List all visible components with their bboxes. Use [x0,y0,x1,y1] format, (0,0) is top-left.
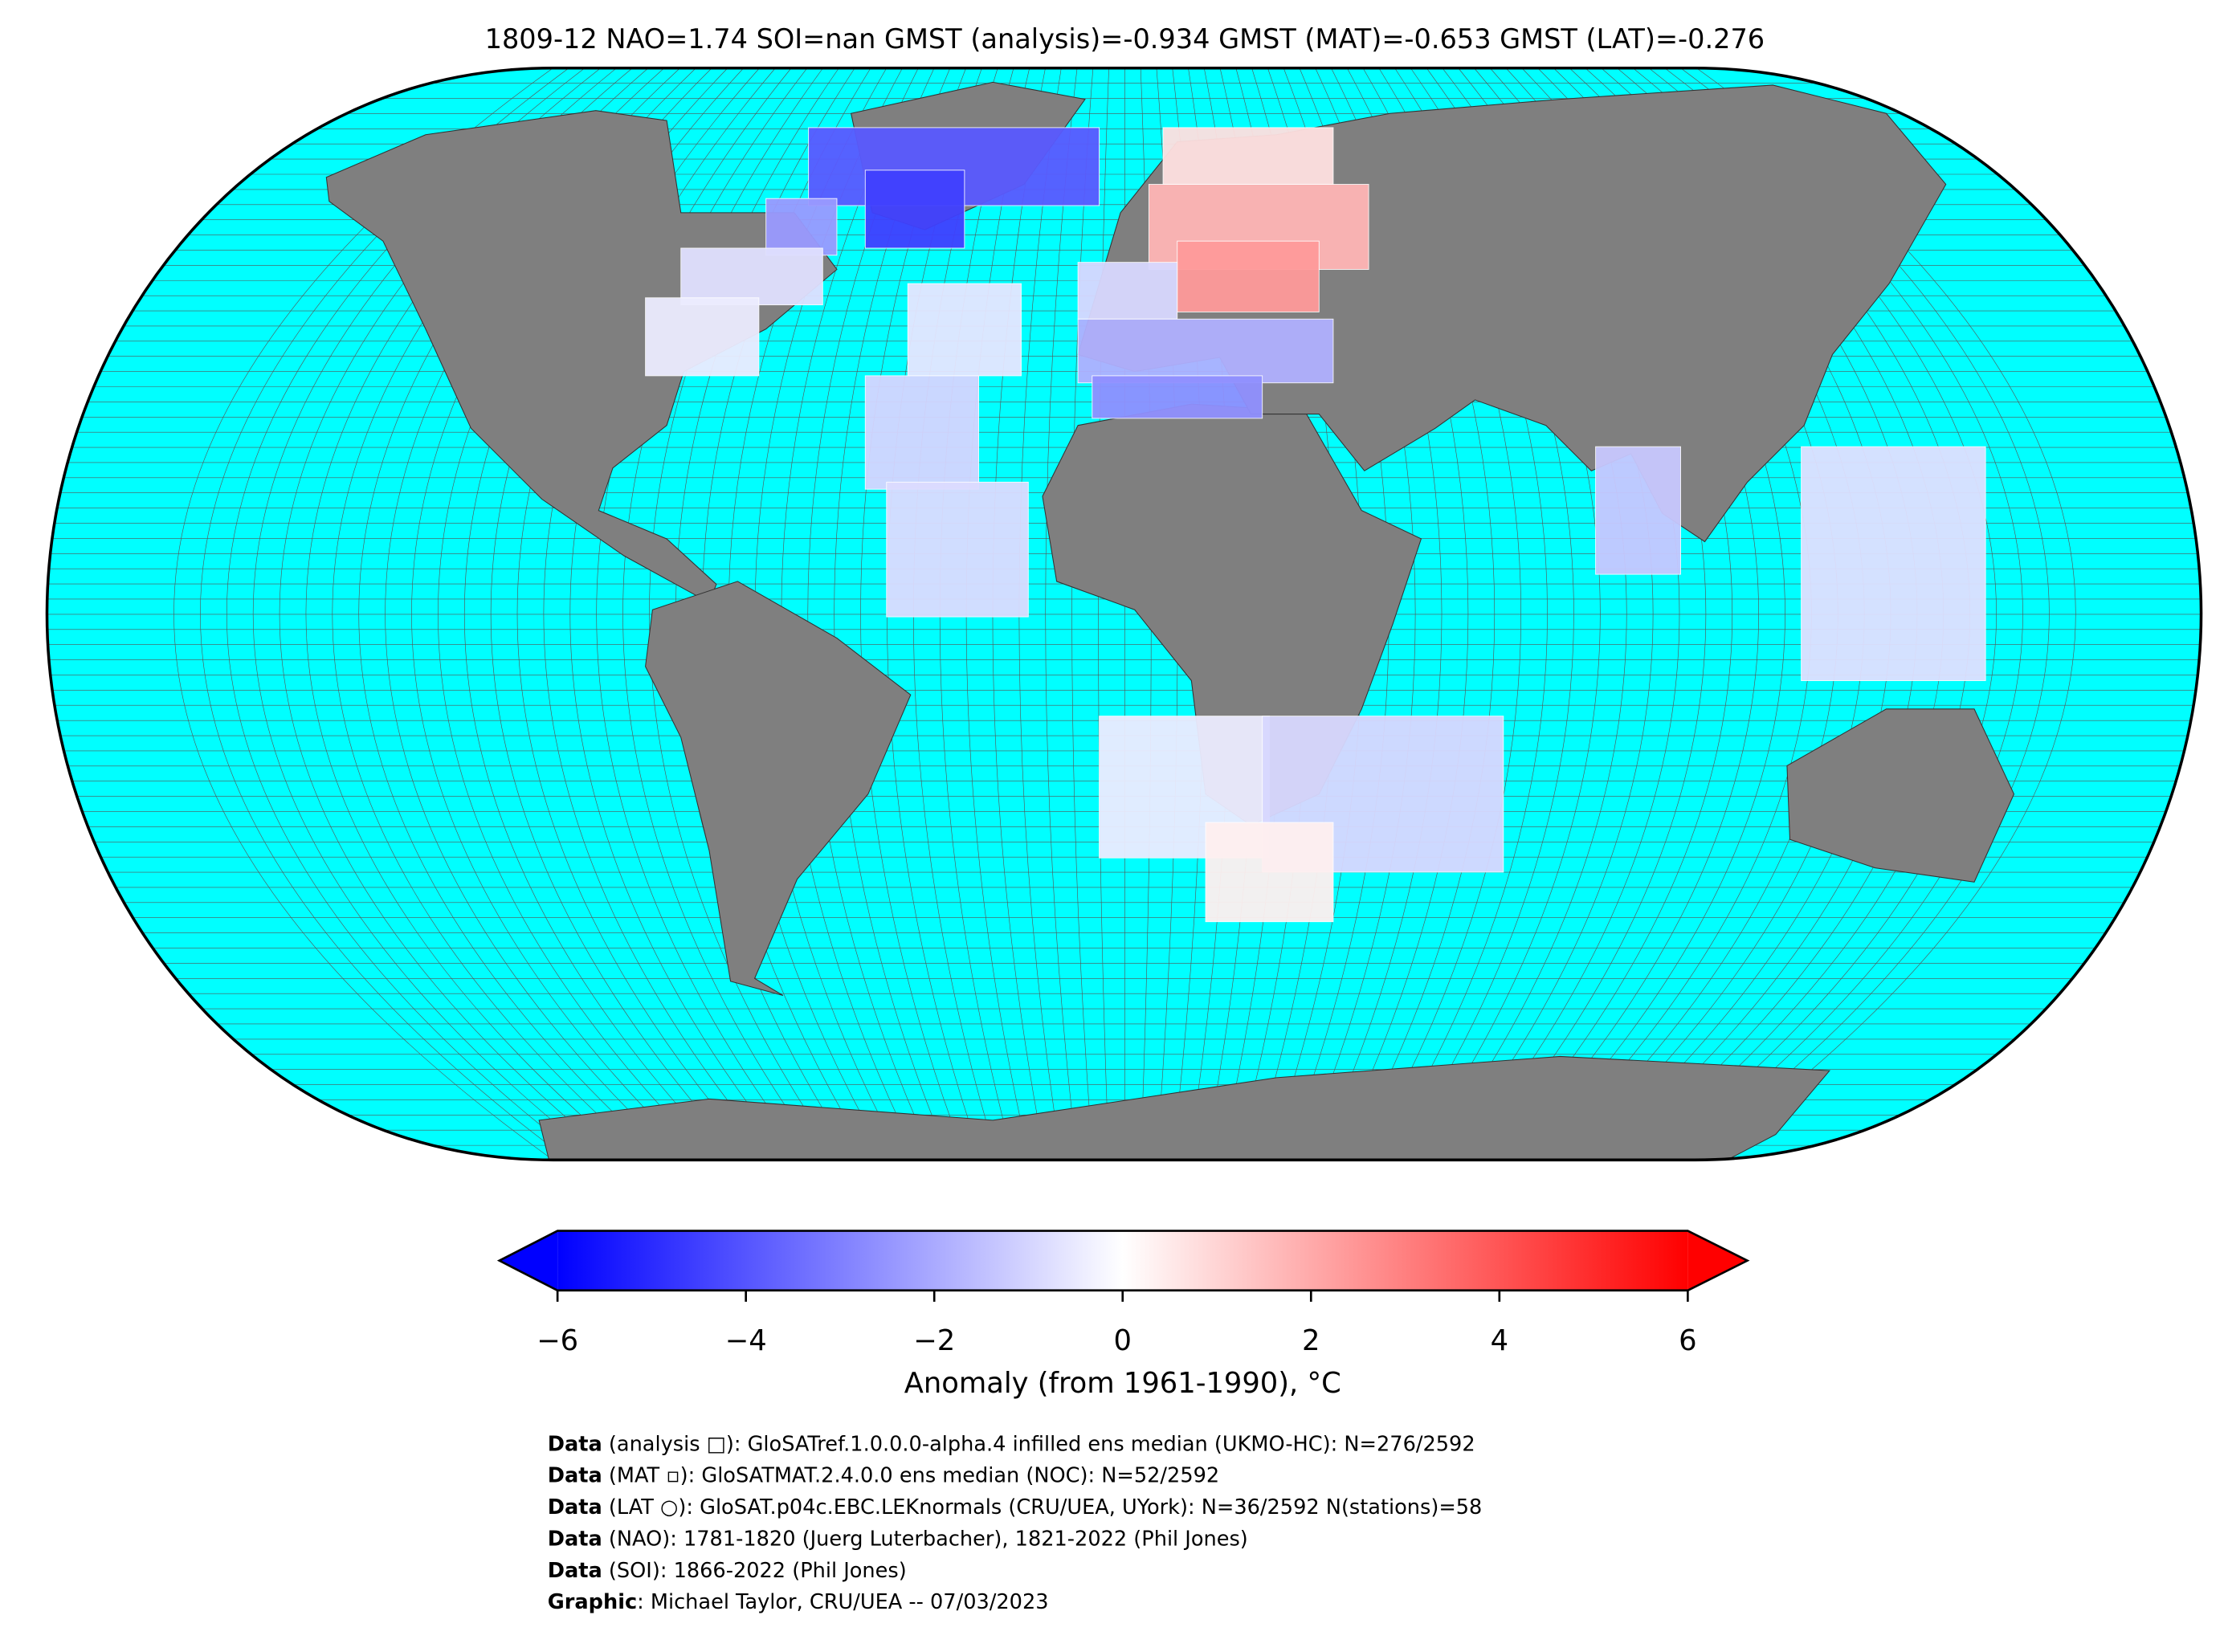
australia [1786,708,2015,883]
footer-text: (MAT ▫): GloSATMAT.2.4.0.0 ens median (N… [602,1464,1219,1488]
anomaly-cell [1177,240,1320,312]
footer: Data (analysis □): GloSATref.1.0.0.0-alp… [548,1432,1483,1614]
meridian [1098,67,1109,1160]
footer-text: : Michael Taylor, CRU/UEA -- 07/03/2023 [637,1590,1048,1614]
anomaly-cell [1092,375,1263,419]
south-america [645,581,912,997]
north-america [325,110,838,604]
footer-text: (NAO): 1781-1820 (Juerg Luterbacher), 18… [602,1527,1248,1551]
footer-label: Data [548,1495,602,1519]
anomaly-cell [1077,318,1334,384]
colorbar-gradient [557,1230,1688,1291]
colorbar-tick-label: 4 [1491,1324,1508,1357]
colorbar-tick-label: 0 [1114,1324,1132,1357]
colorbar: −6 −4 −2 0 2 4 6 Anomaly (from 1961-1990), °C [496,1230,1750,1400]
footer-text: (LAT ○): GloSAT.p04c.EBC.LEKnormals (CRU… [602,1495,1483,1519]
map [47,67,2202,1160]
anomaly-cell [886,481,1029,618]
map-border [45,66,2203,1162]
anomaly-cell [1162,127,1334,185]
anomaly-cells [645,127,1986,923]
footer-line: Data (LAT ○): GloSAT.p04c.EBC.LEKnormals… [548,1495,1483,1519]
footer-label: Data [548,1527,602,1551]
anomaly-cell [1077,262,1178,320]
anomaly-cell [1205,822,1334,923]
anomaly-cell [1801,446,1986,681]
footer-label: Data [548,1464,602,1488]
colorbar-tick-label: 6 [1679,1324,1696,1357]
footer-text: (analysis □): GloSATref.1.0.0.0-alpha.4 … [602,1432,1475,1456]
footer-label: Data [548,1559,602,1583]
footer-line: Data (MAT ▫): GloSATMAT.2.4.0.0 ens medi… [548,1464,1219,1488]
meridian [173,67,553,1160]
footer-label: Graphic [548,1590,637,1614]
meridian [1071,67,1094,1160]
anomaly-cell [765,198,838,256]
anomaly-cell [1595,446,1681,575]
colorbar-tick-label: −2 [913,1324,955,1357]
footer-line: Data (analysis □): GloSATref.1.0.0.0-alp… [548,1432,1475,1456]
footer-line: Data (SOI): 1866-2022 (Phil Jones) [548,1559,907,1583]
colorbar-tick-label: −6 [537,1324,578,1357]
footer-line: Graphic: Michael Taylor, CRU/UEA -- 07/0… [548,1590,1049,1614]
anomaly-cell [645,297,760,377]
anomaly-cell [680,247,823,306]
footer-text: (SOI): 1866-2022 (Phil Jones) [602,1559,907,1583]
colorbar-tick-label: 2 [1302,1324,1320,1357]
colorbar-label: Anomaly (from 1961-1990), °C [904,1367,1341,1400]
meridian [1045,67,1078,1160]
map-title: 1809-12 NAO=1.74 SOI=nan GMST (analysis)… [485,23,1765,55]
anomaly-cell [907,283,1022,377]
anomaly-cell [864,375,979,490]
colorbar-tick-label: −4 [725,1324,767,1357]
footer-label: Data [548,1432,602,1456]
colorbar-extend-max [1687,1230,1748,1291]
anomaly-cell [864,169,965,249]
colorbar-extend-min [499,1230,558,1291]
footer-line: Data (NAO): 1781-1820 (Juerg Luterbacher… [548,1527,1248,1551]
antarctica [538,1055,1831,1160]
